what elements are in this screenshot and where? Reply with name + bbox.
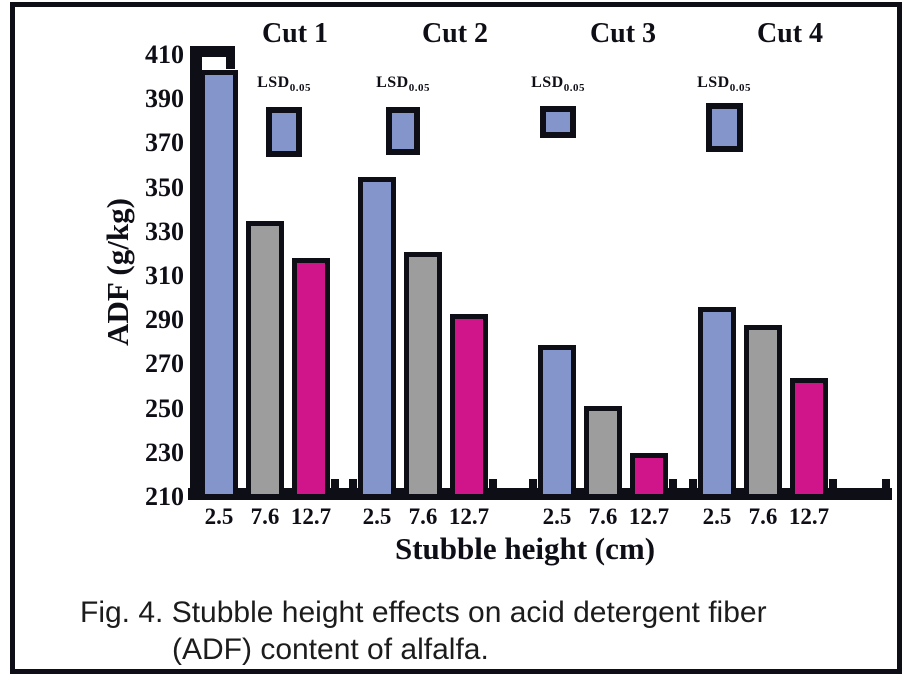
group-base-stub-left-cut-2	[349, 479, 357, 492]
group-base-stub-left-cut-4	[689, 479, 697, 492]
y-axis-top-tick-hook	[226, 46, 235, 69]
y-tick-label-250: 250	[145, 393, 184, 423]
y-tick-label-350: 350	[145, 172, 184, 202]
group-label-cut-3: Cut 3	[589, 18, 657, 49]
x-tick-label-cut-3-12.7: 12.7	[628, 504, 670, 529]
x-tick-label-cut-1-2.5: 2.5	[204, 504, 234, 529]
x-tick-label-cut-3-7.6: 7.6	[588, 504, 618, 529]
figure-border	[10, 2, 902, 674]
y-axis-top-tick	[190, 46, 234, 57]
bar-cut-3-stubble-2.5	[538, 344, 576, 494]
group-label-cut-4: Cut 4	[756, 18, 824, 49]
x-axis-end-stub	[882, 479, 890, 492]
bar-cut-4-stubble-12.7	[790, 377, 828, 494]
lsd-005-label-cut-1: LSD0.05	[257, 74, 311, 95]
x-tick-label-cut-1-12.7: 12.7	[290, 504, 332, 529]
y-tick-label-290: 290	[145, 305, 184, 335]
x-tick-label-cut-1-7.6: 7.6	[250, 504, 280, 529]
x-tick-label-cut-4-7.6: 7.6	[748, 504, 778, 529]
group-base-stub-left-cut-1	[191, 479, 199, 492]
y-tick-label-230: 230	[145, 437, 184, 467]
x-tick-label-cut-2-7.6: 7.6	[408, 504, 438, 529]
x-tick-label-cut-4-2.5: 2.5	[702, 504, 732, 529]
y-axis-label: ADF (g/kg)	[100, 198, 135, 346]
lsd-005-label-cut-2: LSD0.05	[376, 74, 430, 95]
group-base-stub-left-cut-3	[529, 479, 537, 492]
y-tick-label-310: 310	[145, 261, 184, 290]
group-label-cut-2: Cut 2	[421, 18, 489, 49]
x-axis-label: Stubble height (cm)	[394, 531, 656, 566]
bar-cut-4-stubble-2.5	[698, 306, 736, 494]
bar-cut-1-stubble-7.6	[246, 220, 284, 494]
y-tick-label-410: 410	[145, 40, 184, 69]
lsd-005-label-cut-3: LSD0.05	[531, 74, 585, 95]
group-base-stub-right-cut-1	[331, 479, 339, 492]
bar-cut-3-stubble-12.7	[630, 452, 668, 494]
bar-cut-2-stubble-7.6	[404, 251, 442, 494]
y-tick-label-370: 370	[145, 128, 184, 158]
group-base-stub-right-cut-2	[489, 479, 497, 492]
y-tick-label-390: 390	[145, 84, 184, 114]
lsd-005-box-cut-2	[386, 107, 420, 155]
caption-line-2: (ADF) content of alfalfa.	[172, 633, 489, 666]
x-tick-label-cut-4-12.7: 12.7	[788, 504, 830, 529]
y-tick-label-210: 210	[145, 482, 184, 511]
x-tick-label-cut-2-12.7: 12.7	[448, 504, 490, 529]
x-tick-label-cut-2-2.5: 2.5	[362, 504, 392, 529]
y-axis-line	[190, 46, 202, 500]
x-tick-label-cut-3-2.5: 2.5	[542, 504, 572, 529]
group-label-cut-1: Cut 1	[261, 18, 329, 49]
caption-line-1: Fig. 4. Stubble height effects on acid d…	[80, 596, 767, 629]
bar-cut-1-stubble-2.5	[200, 70, 238, 494]
lsd-005-box-cut-3	[540, 106, 576, 138]
lsd-005-label-cut-4: LSD0.05	[697, 74, 751, 95]
bar-cut-2-stubble-12.7	[450, 313, 488, 494]
lsd-005-box-cut-1	[266, 107, 302, 157]
y-tick-label-270: 270	[145, 349, 184, 379]
bar-cut-3-stubble-7.6	[584, 406, 622, 494]
group-base-stub-right-cut-3	[669, 479, 677, 492]
bar-cut-1-stubble-12.7	[292, 258, 330, 494]
y-tick-label-330: 330	[145, 216, 184, 246]
bar-cut-4-stubble-7.6	[744, 324, 782, 494]
group-base-stub-right-cut-4	[829, 479, 837, 492]
figure-caption: Fig. 4. Stubble height effects on acid d…	[80, 594, 767, 668]
lsd-005-box-cut-4	[706, 103, 743, 152]
bar-cut-2-stubble-2.5	[358, 176, 396, 494]
